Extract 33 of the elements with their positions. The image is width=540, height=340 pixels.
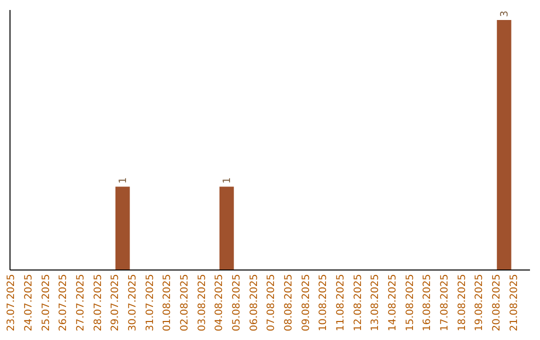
x-tick-label: 05.08.2025 (231, 274, 242, 332)
x-tick-label: 21.08.2025 (508, 274, 520, 332)
x-tick-label: 02.08.2025 (179, 274, 190, 332)
x-tick-label: 24.07.2025 (23, 274, 34, 332)
x-tick-label: 08.08.2025 (284, 274, 295, 332)
x-tick-label: 07.08.2025 (266, 274, 278, 332)
x-tick-label: 19.08.2025 (474, 274, 486, 332)
x-tick-label: 09.08.2025 (300, 274, 312, 332)
x-tick-label: 28.07.2025 (92, 274, 104, 332)
x-tick-label: 27.07.2025 (75, 274, 86, 332)
x-tick-label: 14.08.2025 (388, 274, 399, 332)
x-tick-label: 01.08.2025 (162, 274, 174, 332)
x-tick-label: 23.07.2025 (6, 274, 18, 332)
data-label: 3 (500, 10, 511, 17)
x-tick-label: 06.08.2025 (248, 274, 260, 332)
x-tick-label: 17.08.2025 (440, 274, 451, 332)
x-tick-label: 10.08.2025 (318, 274, 330, 332)
x-tick-label: 12.08.2025 (352, 274, 364, 332)
data-label: 1 (222, 177, 234, 184)
x-tick-label: 31.07.2025 (144, 274, 156, 332)
x-tick-label: 20.08.2025 (492, 274, 503, 332)
x-tick-label: 29.07.2025 (110, 274, 122, 332)
data-label: 1 (118, 177, 130, 184)
x-tick-label: 18.08.2025 (456, 274, 468, 332)
x-tick-label: 30.07.2025 (127, 274, 138, 332)
x-tick-label: 13.08.2025 (370, 274, 382, 332)
x-tick-label: 03.08.2025 (196, 274, 208, 332)
x-tick-label: 16.08.2025 (422, 274, 434, 332)
x-tick-label: 15.08.2025 (404, 274, 416, 332)
x-tick-label: 26.07.2025 (58, 274, 70, 332)
x-tick-label: 11.08.2025 (336, 274, 347, 332)
x-tick-label: 04.08.2025 (214, 274, 226, 332)
x-tick-label: 25.07.2025 (40, 274, 52, 332)
